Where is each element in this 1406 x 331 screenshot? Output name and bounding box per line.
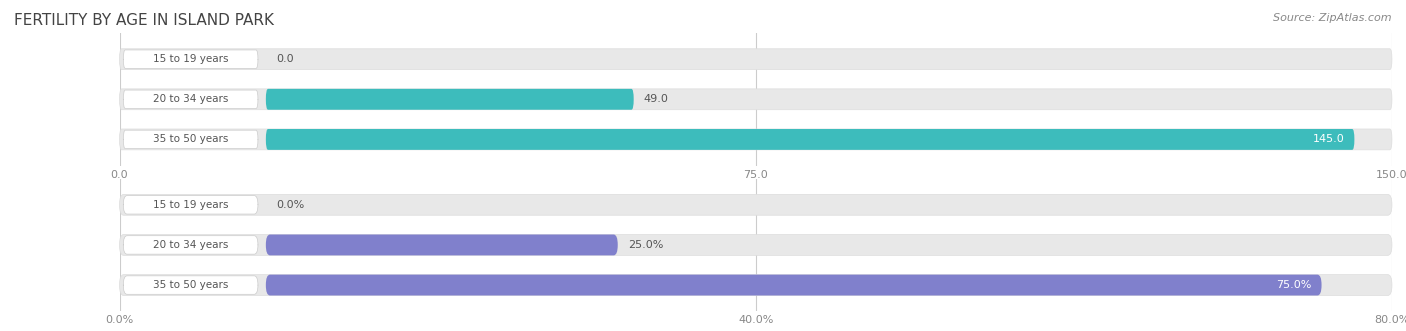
Text: 15 to 19 years: 15 to 19 years — [153, 200, 228, 210]
FancyBboxPatch shape — [124, 130, 257, 149]
Text: 35 to 50 years: 35 to 50 years — [153, 280, 228, 290]
Text: 49.0: 49.0 — [644, 94, 669, 104]
FancyBboxPatch shape — [124, 236, 257, 254]
Text: 0.0%: 0.0% — [276, 200, 304, 210]
Text: 20 to 34 years: 20 to 34 years — [153, 240, 228, 250]
FancyBboxPatch shape — [120, 49, 1392, 70]
FancyBboxPatch shape — [266, 234, 617, 256]
FancyBboxPatch shape — [266, 275, 1322, 296]
FancyBboxPatch shape — [120, 89, 1392, 110]
FancyBboxPatch shape — [124, 196, 257, 214]
FancyBboxPatch shape — [124, 90, 257, 109]
FancyBboxPatch shape — [120, 234, 1392, 256]
Text: 15 to 19 years: 15 to 19 years — [153, 54, 228, 64]
Text: 0.0: 0.0 — [276, 54, 294, 64]
Text: 75.0%: 75.0% — [1277, 280, 1312, 290]
FancyBboxPatch shape — [120, 275, 1392, 296]
Text: 20 to 34 years: 20 to 34 years — [153, 94, 228, 104]
Text: 35 to 50 years: 35 to 50 years — [153, 134, 228, 144]
Text: 25.0%: 25.0% — [628, 240, 664, 250]
FancyBboxPatch shape — [120, 194, 1392, 215]
FancyBboxPatch shape — [120, 129, 1392, 150]
FancyBboxPatch shape — [266, 89, 634, 110]
Text: 145.0: 145.0 — [1312, 134, 1344, 144]
Text: Source: ZipAtlas.com: Source: ZipAtlas.com — [1274, 13, 1392, 23]
FancyBboxPatch shape — [124, 276, 257, 294]
FancyBboxPatch shape — [124, 50, 257, 69]
FancyBboxPatch shape — [266, 129, 1354, 150]
Text: FERTILITY BY AGE IN ISLAND PARK: FERTILITY BY AGE IN ISLAND PARK — [14, 13, 274, 28]
